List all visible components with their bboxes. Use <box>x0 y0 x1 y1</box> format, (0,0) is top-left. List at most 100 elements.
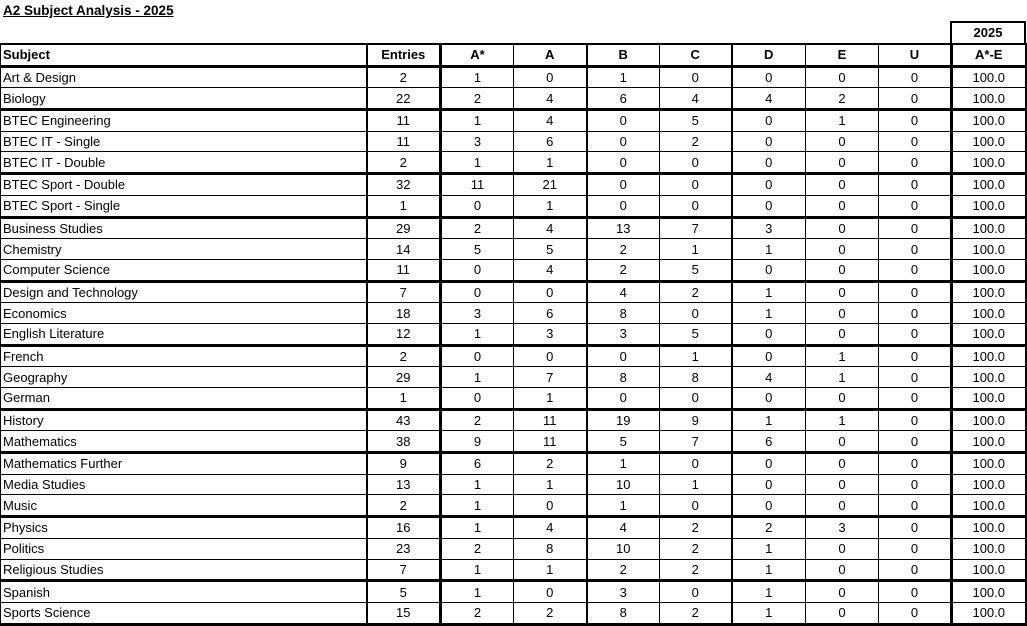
subject-cell: Religious Studies <box>0 558 368 583</box>
value-cell: 10 <box>586 473 660 496</box>
column-header: Entries <box>366 42 442 68</box>
subject-cell: BTEC Sport - Double <box>0 173 368 196</box>
value-cell: 0 <box>659 580 733 603</box>
subject-cell: Biology <box>0 87 368 112</box>
value-cell: 0 <box>440 258 514 283</box>
value-cell: 2 <box>659 280 733 304</box>
value-cell: 0 <box>805 580 879 603</box>
value-cell: 0 <box>878 151 953 176</box>
value-cell: 0 <box>731 109 806 132</box>
table-row: BTEC Sport - Double 32 11 21 0 0 0 0 0 100.0 <box>0 173 1027 196</box>
subject-cell: English Literature <box>0 322 368 347</box>
year-header: 2025 <box>950 21 1026 43</box>
table-row: French 2 0 0 0 1 0 1 0 100.0 <box>0 344 1027 368</box>
value-cell: 100.0 <box>951 238 1027 260</box>
value-cell: 11 <box>513 408 588 432</box>
value-cell: 0 <box>731 194 806 219</box>
value-cell: 1 <box>513 558 588 583</box>
value-cell: 0 <box>586 173 660 196</box>
subject-cell: Chemistry <box>0 238 368 260</box>
subject-cell: Computer Science <box>0 258 368 283</box>
table-row: Politics 23 2 8 10 2 1 0 0 100.0 <box>0 537 1027 560</box>
value-cell: 8 <box>586 601 660 626</box>
value-cell: 0 <box>805 430 879 455</box>
value-cell: 7 <box>366 280 442 304</box>
page-title: A2 Subject Analysis - 2025 <box>3 3 174 18</box>
value-cell: 0 <box>805 130 879 153</box>
value-cell: 4 <box>513 87 588 112</box>
value-cell: 100.0 <box>951 387 1027 411</box>
value-cell: 1 <box>586 65 660 89</box>
value-cell: 0 <box>878 344 953 368</box>
value-cell: 3 <box>586 322 660 347</box>
value-cell: 0 <box>805 494 879 519</box>
value-cell: 1 <box>366 387 442 411</box>
subject-cell: Mathematics <box>0 430 368 455</box>
value-cell: 2 <box>659 558 733 583</box>
value-cell: 0 <box>659 302 733 324</box>
value-cell: 8 <box>513 537 588 560</box>
table-row: German 1 0 1 0 0 0 0 0 100.0 <box>0 387 1027 411</box>
value-cell: 2 <box>366 65 442 89</box>
value-cell: 0 <box>805 280 879 304</box>
value-cell: 0 <box>513 580 588 603</box>
table-row: Mathematics 38 9 11 5 7 6 0 0 100.0 <box>0 430 1027 455</box>
value-cell: 6 <box>513 302 588 324</box>
value-cell: 15 <box>366 601 442 626</box>
value-cell: 0 <box>731 151 806 176</box>
value-cell: 4 <box>513 516 588 539</box>
value-cell: 100.0 <box>951 216 1027 240</box>
subject-cell: BTEC Engineering <box>0 109 368 132</box>
table-row: Computer Science 11 0 4 2 5 0 0 0 100.0 <box>0 258 1027 283</box>
value-cell: 0 <box>878 173 953 196</box>
value-cell: 9 <box>440 430 514 455</box>
value-cell: 6 <box>440 452 514 475</box>
value-cell: 0 <box>878 280 953 304</box>
table-row: Design and Technology 7 0 0 4 2 1 0 0 100.0 <box>0 280 1027 304</box>
value-cell: 0 <box>878 494 953 519</box>
table-row: Physics 16 1 4 4 2 2 3 0 100.0 <box>0 516 1027 539</box>
value-cell: 13 <box>366 473 442 496</box>
value-cell: 7 <box>513 366 588 388</box>
value-cell: 0 <box>513 494 588 519</box>
subject-cell: Art & Design <box>0 65 368 89</box>
subject-cell: Economics <box>0 302 368 324</box>
value-cell: 1 <box>659 473 733 496</box>
value-cell: 0 <box>586 194 660 219</box>
value-cell: 0 <box>878 558 953 583</box>
value-cell: 0 <box>878 258 953 283</box>
value-cell: 100.0 <box>951 302 1027 324</box>
value-cell: 4 <box>513 109 588 132</box>
value-cell: 100.0 <box>951 473 1027 496</box>
value-cell: 100.0 <box>951 452 1027 475</box>
value-cell: 0 <box>878 194 953 219</box>
value-cell: 2 <box>659 601 733 626</box>
value-cell: 5 <box>366 580 442 603</box>
value-cell: 0 <box>586 151 660 176</box>
value-cell: 4 <box>513 258 588 283</box>
value-cell: 0 <box>805 473 879 496</box>
value-cell: 12 <box>366 322 442 347</box>
value-cell: 5 <box>586 430 660 455</box>
table-row: BTEC IT - Double 2 1 1 0 0 0 0 0 100.0 <box>0 151 1027 176</box>
value-cell: 2 <box>659 537 733 560</box>
table-row: Spanish 5 1 0 3 0 1 0 0 100.0 <box>0 580 1027 603</box>
value-cell: 0 <box>659 151 733 176</box>
table-row: Economics 18 3 6 8 0 1 0 0 100.0 <box>0 302 1027 324</box>
value-cell: 100.0 <box>951 537 1027 560</box>
value-cell: 0 <box>731 173 806 196</box>
value-cell: 100.0 <box>951 408 1027 432</box>
value-cell: 100.0 <box>951 109 1027 132</box>
value-cell: 0 <box>586 109 660 132</box>
value-cell: 1 <box>731 238 806 260</box>
value-cell: 10 <box>586 537 660 560</box>
value-cell: 0 <box>878 580 953 603</box>
value-cell: 5 <box>659 258 733 283</box>
value-cell: 23 <box>366 537 442 560</box>
value-cell: 11 <box>440 173 514 196</box>
value-cell: 1 <box>440 473 514 496</box>
value-cell: 2 <box>513 452 588 475</box>
value-cell: 2 <box>805 87 879 112</box>
value-cell: 1 <box>440 494 514 519</box>
value-cell: 5 <box>440 238 514 260</box>
